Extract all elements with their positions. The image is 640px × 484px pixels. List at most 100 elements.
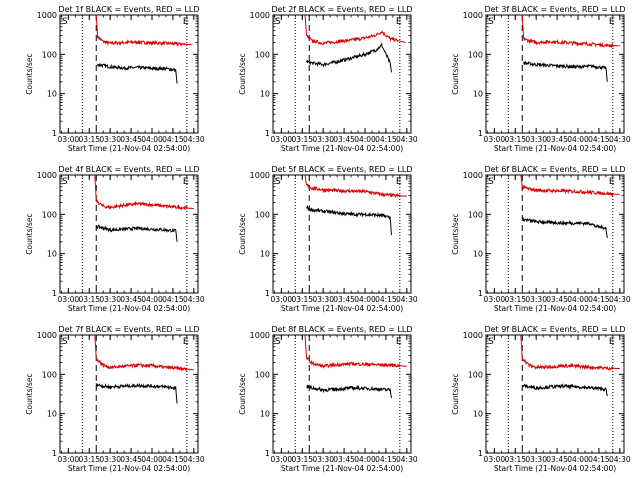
y-tick-label: 1	[478, 449, 483, 458]
lld-series-line	[521, 14, 620, 49]
y-tick-label: 10	[473, 410, 483, 419]
y-axis-label: Counts/sec	[25, 213, 34, 254]
start-marker-label: S	[62, 337, 68, 347]
panel-title: Det 8f BLACK = Events, RED = LLD	[271, 325, 412, 334]
y-tick-label: 1000	[463, 171, 483, 180]
start-marker-label: S	[275, 17, 281, 27]
events-series-line	[97, 62, 178, 84]
lld-series-line	[520, 174, 620, 197]
y-tick-label: 1000	[250, 331, 270, 340]
panel-det-9: Det 9f BLACK = Events, RED = LLD 1 10 100 10…	[451, 325, 631, 473]
x-tick-label: 04:15	[375, 455, 397, 464]
x-tick-label: 04:30	[396, 135, 418, 144]
x-tick-label: 04:00	[567, 455, 589, 464]
x-tick-label: 03:00	[271, 295, 293, 304]
panel-title: Det 4f BLACK = Events, RED = LLD	[58, 165, 199, 174]
events-series-line	[95, 224, 178, 242]
x-tick-label: 03:30	[525, 295, 547, 304]
events-series-line	[306, 384, 392, 399]
y-tick-label: 10	[260, 410, 270, 419]
x-tick-label: 03:45	[333, 295, 355, 304]
x-axis-label: Start Time (21-Nov-04 02:54:00)	[281, 464, 403, 473]
x-tick-label: 04:00	[141, 135, 163, 144]
x-tick-label: 03:45	[120, 455, 142, 464]
x-axis-label: Start Time (21-Nov-04 02:54:00)	[281, 304, 403, 313]
x-tick-label: 04:15	[588, 295, 610, 304]
y-axis-label: Counts/sec	[451, 373, 460, 414]
plot-frame	[485, 174, 625, 294]
x-tick-label: 04:30	[183, 295, 205, 304]
x-tick-label: 04:15	[375, 295, 397, 304]
panel-det-1: Det 1f BLACK = Events, RED = LLD 1 10 100 10…	[25, 5, 205, 153]
x-tick-label: 03:00	[58, 295, 80, 304]
x-tick-label: 04:00	[141, 455, 163, 464]
panel-det-7: Det 7f BLACK = Events, RED = LLD 1 10 100 10…	[25, 325, 205, 473]
y-axis-label: Counts/sec	[25, 53, 34, 94]
x-axis-label: Start Time (21-Nov-04 02:54:00)	[494, 144, 616, 153]
plot-frame	[59, 14, 199, 134]
x-tick-label: 04:00	[567, 135, 589, 144]
x-tick-label: 03:30	[99, 455, 121, 464]
y-tick-label: 100	[255, 370, 270, 379]
y-tick-label: 100	[255, 50, 270, 59]
start-marker-label: S	[275, 337, 281, 347]
y-axis-label: Counts/sec	[451, 53, 460, 94]
lld-series-line	[304, 334, 407, 369]
y-tick-label: 100	[468, 50, 483, 59]
x-tick-label: 03:00	[271, 455, 293, 464]
x-tick-label: 03:00	[484, 455, 506, 464]
lld-series-line	[95, 14, 193, 47]
y-tick-label: 10	[47, 90, 57, 99]
plot-frame	[59, 174, 199, 294]
end-marker-label: E	[396, 337, 402, 347]
start-marker-label: S	[488, 177, 494, 187]
plot-frame	[59, 334, 199, 454]
x-tick-label: 03:30	[312, 455, 334, 464]
lld-series-line	[304, 174, 407, 199]
x-tick-label: 03:15	[78, 135, 100, 144]
x-tick-label: 04:30	[183, 135, 205, 144]
x-tick-label: 04:00	[354, 135, 376, 144]
x-tick-label: 03:00	[484, 295, 506, 304]
panel-title: Det 2f BLACK = Events, RED = LLD	[271, 5, 412, 14]
y-tick-label: 100	[42, 210, 57, 219]
x-tick-label: 03:30	[525, 135, 547, 144]
y-tick-label: 1000	[250, 171, 270, 180]
y-tick-label: 1000	[37, 171, 57, 180]
y-axis-label: Counts/sec	[451, 213, 460, 254]
y-axis-label: Counts/sec	[25, 373, 34, 414]
y-tick-label: 1	[52, 289, 57, 298]
y-tick-label: 1000	[37, 11, 57, 20]
x-tick-label: 04:30	[609, 135, 631, 144]
plot-frame	[485, 334, 625, 454]
end-marker-label: E	[183, 177, 189, 187]
x-axis-label: Start Time (21-Nov-04 02:54:00)	[68, 304, 190, 313]
y-tick-label: 100	[42, 370, 57, 379]
plot-frame	[485, 14, 625, 134]
x-tick-label: 03:00	[58, 455, 80, 464]
y-axis-label: Counts/sec	[238, 373, 247, 414]
end-marker-label: E	[396, 177, 402, 187]
events-series-line	[95, 383, 178, 404]
y-tick-label: 10	[260, 90, 270, 99]
x-tick-label: 04:15	[162, 295, 184, 304]
x-tick-label: 03:30	[525, 455, 547, 464]
y-tick-label: 1	[52, 129, 57, 138]
y-tick-label: 1000	[37, 331, 57, 340]
panel-det-6: Det 6f BLACK = Events, RED = LLD 1 10 100 10…	[451, 165, 631, 313]
x-tick-label: 04:00	[141, 295, 163, 304]
x-tick-label: 04:15	[375, 135, 397, 144]
x-tick-label: 03:45	[333, 455, 355, 464]
x-tick-label: 03:15	[291, 135, 313, 144]
y-tick-label: 1000	[250, 11, 270, 20]
end-marker-label: E	[396, 17, 402, 27]
x-axis-label: Start Time (21-Nov-04 02:54:00)	[68, 464, 190, 473]
x-tick-label: 03:45	[546, 135, 568, 144]
x-tick-label: 04:30	[396, 455, 418, 464]
x-tick-label: 03:30	[99, 295, 121, 304]
x-tick-label: 04:30	[396, 295, 418, 304]
panel-det-5: Det 5f BLACK = Events, RED = LLD 1 10 100 10…	[238, 165, 418, 313]
x-tick-label: 03:00	[484, 135, 506, 144]
y-tick-label: 100	[255, 210, 270, 219]
